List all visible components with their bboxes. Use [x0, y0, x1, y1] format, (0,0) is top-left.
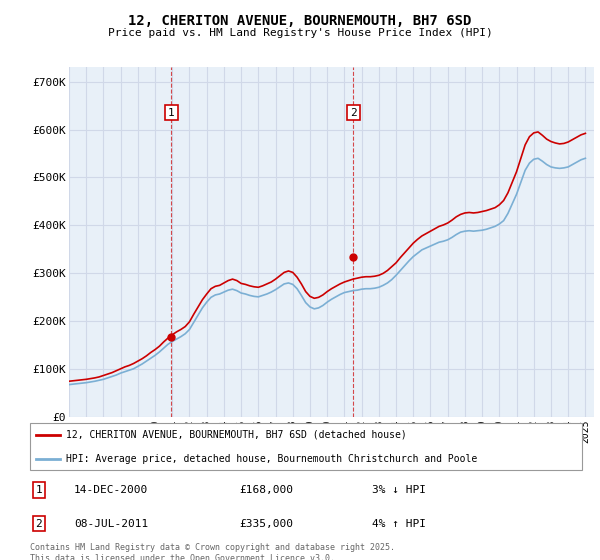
Text: Contains HM Land Registry data © Crown copyright and database right 2025.
This d: Contains HM Land Registry data © Crown c… — [30, 543, 395, 560]
Text: £335,000: £335,000 — [240, 519, 294, 529]
Text: 3% ↓ HPI: 3% ↓ HPI — [372, 485, 426, 495]
Text: 1: 1 — [168, 108, 175, 118]
Text: 2: 2 — [35, 519, 42, 529]
Text: 12, CHERITON AVENUE, BOURNEMOUTH, BH7 6SD (detached house): 12, CHERITON AVENUE, BOURNEMOUTH, BH7 6S… — [66, 430, 407, 440]
FancyBboxPatch shape — [30, 423, 582, 470]
Text: 08-JUL-2011: 08-JUL-2011 — [74, 519, 148, 529]
Text: 12, CHERITON AVENUE, BOURNEMOUTH, BH7 6SD: 12, CHERITON AVENUE, BOURNEMOUTH, BH7 6S… — [128, 14, 472, 28]
Text: 4% ↑ HPI: 4% ↑ HPI — [372, 519, 426, 529]
Text: 2: 2 — [350, 108, 357, 118]
Text: Price paid vs. HM Land Registry's House Price Index (HPI): Price paid vs. HM Land Registry's House … — [107, 28, 493, 38]
Text: £168,000: £168,000 — [240, 485, 294, 495]
Text: 14-DEC-2000: 14-DEC-2000 — [74, 485, 148, 495]
Text: HPI: Average price, detached house, Bournemouth Christchurch and Poole: HPI: Average price, detached house, Bour… — [66, 454, 477, 464]
Text: 1: 1 — [35, 485, 42, 495]
